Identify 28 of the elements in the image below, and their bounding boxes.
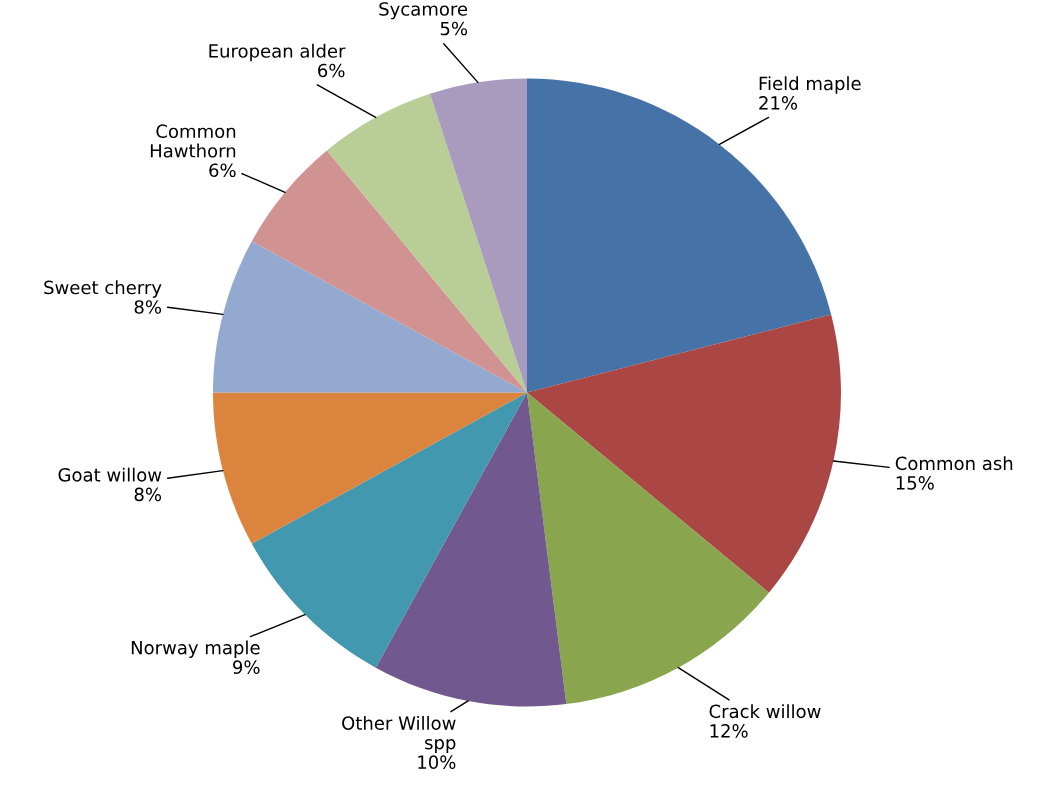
pie-slice: [213, 241, 527, 393]
slice-label: Sycamore: [379, 2, 468, 20]
data-label: 5%: [440, 21, 468, 36]
data-label: 21%: [759, 96, 798, 110]
pie-slice: [213, 392, 527, 544]
pie-slice: [251, 150, 527, 393]
slice-label: Sweet cherry: [44, 280, 162, 298]
slice-label: Goat willow: [58, 467, 162, 482]
pie-slice: [326, 93, 527, 393]
slice-label: Crack willow: [709, 704, 821, 719]
slice-label: Norway maple: [131, 640, 260, 658]
slice-label: Field maple: [759, 76, 861, 94]
data-label: 6%: [209, 163, 236, 178]
pie-slice: [375, 392, 567, 707]
slice-label: Common ash: [895, 456, 1013, 471]
data-label: 9%: [233, 660, 260, 674]
data-label: 15%: [896, 476, 934, 490]
data-label: 6%: [318, 63, 345, 78]
slice-label: European alder: [209, 43, 346, 62]
data-label: 8%: [134, 300, 162, 314]
pie-slice: [527, 314, 841, 593]
pie-slice: [527, 392, 769, 705]
pie-slice: [429, 78, 527, 393]
data-label: 10%: [418, 755, 456, 769]
slice-label: Other Willow spp: [342, 715, 456, 753]
data-label: 8%: [134, 487, 162, 502]
slice-label: Common Hawthorn: [150, 124, 236, 158]
data-label: 12%: [710, 724, 748, 738]
